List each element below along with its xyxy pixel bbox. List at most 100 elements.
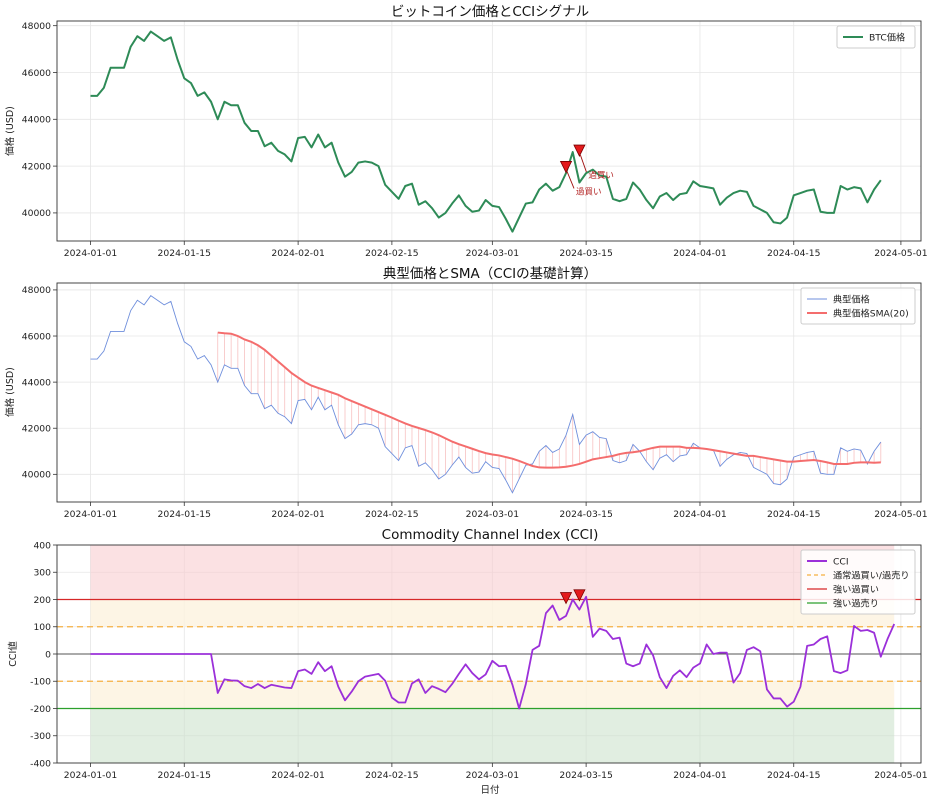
legend-box <box>836 25 916 49</box>
y-tick-label: 40000 <box>22 470 51 481</box>
x-tick-label: 2024-01-01 <box>64 509 117 520</box>
x-tick-label: 2024-02-15 <box>365 248 419 259</box>
typical-chart-title: 典型価格とSMA（CCIの基礎計算） <box>383 265 597 282</box>
y-tick-label: 400 <box>33 540 51 551</box>
x-tick-label: 2024-04-01 <box>673 248 726 259</box>
y-tick-label: 48000 <box>22 285 51 296</box>
x-tick-label: 2024-01-01 <box>64 770 117 781</box>
x-tick-label: 2024-03-15 <box>559 509 613 520</box>
annotation-arrow <box>566 171 575 189</box>
typical-price-panel: 典型価格とSMA（CCIの基礎計算） 価格 (USD) 2024-01-01 20… <box>4 265 928 520</box>
y-tick-label: 300 <box>33 568 51 579</box>
legend-box <box>800 549 916 615</box>
y-tick-label: 0 <box>45 649 51 660</box>
sma20-line <box>217 331 881 469</box>
y-axis-ticks: 40000 42000 44000 46000 48000 <box>22 21 57 219</box>
x-tick-label: 2024-03-01 <box>466 509 519 520</box>
cci-panel: Commodity Channel Index (CCI) CCI値 日付 20… <box>7 527 928 796</box>
annotation-arrow <box>579 154 587 173</box>
x-tick-label: 2024-02-01 <box>271 509 324 520</box>
legend-label: 通常過買い/過売り <box>833 569 910 581</box>
typical-price-line <box>90 295 882 494</box>
strong-oversold-zone <box>90 708 895 763</box>
price-y-axis-label: 価格 (USD) <box>4 106 16 156</box>
x-tick-label: 2024-04-15 <box>767 248 821 259</box>
x-tick-label: 2024-02-15 <box>365 770 419 781</box>
x-axis-ticks: 2024-01-01 2024-01-15 2024-02-01 2024-02-15… <box>64 241 928 259</box>
legend: BTC価格 <box>836 25 916 49</box>
x-tick-label: 2024-01-01 <box>64 248 117 259</box>
y-tick-label: 48000 <box>22 21 51 32</box>
price-panel: ビットコイン価格とCCIシグナル 価格 (USD) 過買い過買い2024-01-… <box>4 4 928 259</box>
x-axis-ticks: 2024-01-01 2024-01-15 2024-02-01 2024-02-15… <box>64 763 928 781</box>
x-axis-ticks: 2024-01-01 2024-01-15 2024-02-01 2024-02-15… <box>64 502 928 520</box>
legend-label: CCI <box>833 556 849 567</box>
overbought-signal-marker <box>559 161 573 174</box>
y-tick-label: -100 <box>30 677 51 688</box>
x-tick-label: 2024-05-01 <box>874 509 927 520</box>
threshold-zones <box>90 545 895 763</box>
y-tick-label: 42000 <box>22 424 51 435</box>
signal-annotation-label: 過買い <box>588 170 614 181</box>
cci-signal-marker <box>559 592 573 605</box>
x-tick-label: 2024-04-15 <box>767 770 821 781</box>
x-tick-label: 2024-01-15 <box>158 509 212 520</box>
x-tick-label: 2024-02-01 <box>271 248 324 259</box>
legend-label: 典型価格 <box>833 293 870 305</box>
y-tick-label: 44000 <box>22 115 51 126</box>
x-tick-label: 2024-01-15 <box>158 770 212 781</box>
x-tick-label: 2024-04-01 <box>673 770 726 781</box>
signal-annotation-label: 過買い <box>576 186 602 197</box>
typical-y-axis-label: 価格 (USD) <box>4 367 16 417</box>
y-tick-label: -300 <box>30 731 51 742</box>
y-tick-label: 44000 <box>22 377 51 388</box>
y-tick-label: -400 <box>30 758 51 769</box>
x-tick-label: 2024-03-15 <box>559 770 613 781</box>
difference-fill <box>217 332 882 493</box>
cci-y-axis-label: CCI値 <box>7 641 19 667</box>
x-tick-label: 2024-04-15 <box>767 509 821 520</box>
grid <box>57 283 921 502</box>
y-tick-label: -200 <box>30 704 51 715</box>
x-tick-label: 2024-03-01 <box>466 248 519 259</box>
x-tick-label: 2024-02-01 <box>271 770 324 781</box>
cci-x-axis-label: 日付 <box>480 785 500 796</box>
x-tick-label: 2024-04-01 <box>673 509 726 520</box>
x-tick-label: 2024-03-15 <box>559 248 613 259</box>
cci-signal-markers <box>559 589 586 605</box>
y-axis-ticks: -400 -300 -200 -100 0 100 200 300 400 <box>30 540 57 769</box>
x-tick-label: 2024-05-01 <box>874 770 927 781</box>
cci-signal-marker <box>573 589 586 602</box>
x-tick-label: 2024-01-15 <box>158 248 212 259</box>
y-tick-label: 46000 <box>22 331 51 342</box>
y-axis-ticks: 40000 42000 44000 46000 48000 <box>22 285 57 481</box>
legend-label: 典型価格SMA(20) <box>833 307 909 319</box>
grid <box>57 21 921 241</box>
plot-frame <box>56 20 922 242</box>
x-tick-label: 2024-03-01 <box>466 770 519 781</box>
x-tick-label: 2024-05-01 <box>874 248 927 259</box>
cci-chart-title: Commodity Channel Index (CCI) <box>382 527 599 543</box>
plot-frame <box>56 282 922 503</box>
y-tick-label: 100 <box>33 622 51 633</box>
overbought-signal-marker <box>573 144 586 157</box>
threshold-lines <box>57 598 921 710</box>
btc-price-line <box>90 30 882 233</box>
x-tick-label: 2024-02-15 <box>365 509 419 520</box>
legend-label: 強い過売り <box>833 597 879 609</box>
y-tick-label: 42000 <box>22 161 51 172</box>
y-tick-label: 40000 <box>22 208 51 219</box>
strong-overbought-zone <box>90 545 895 600</box>
y-tick-label: 200 <box>33 595 51 606</box>
oversold-zone <box>90 681 895 709</box>
legend-label: BTC価格 <box>869 31 905 43</box>
legend-label: 強い過買い <box>833 583 879 595</box>
cci-line <box>90 595 896 710</box>
overbought-zone <box>90 599 895 627</box>
legend-box <box>800 287 916 325</box>
y-tick-label: 46000 <box>22 68 51 79</box>
